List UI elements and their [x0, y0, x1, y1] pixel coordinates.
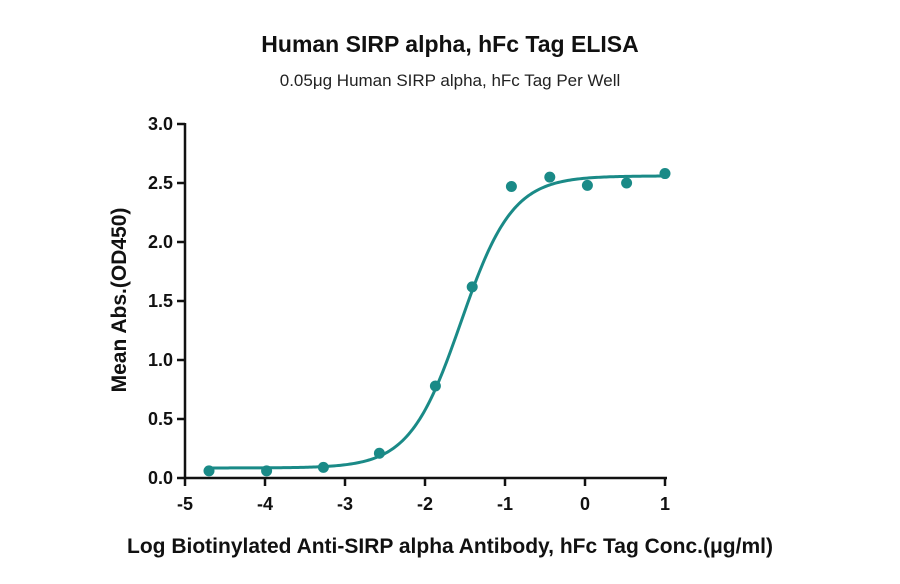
x-tick-label: -3 — [337, 494, 353, 514]
x-tick-label: -2 — [417, 494, 433, 514]
chart-subtitle: 0.05μg Human SIRP alpha, hFc Tag Per Wel… — [280, 71, 621, 90]
data-point — [544, 171, 556, 183]
data-point — [466, 281, 478, 293]
y-tick-label: 1.5 — [148, 291, 173, 311]
data-point — [203, 465, 215, 477]
data-point — [373, 447, 385, 459]
x-axis-label: Log Biotinylated Anti-SIRP alpha Antibod… — [127, 535, 773, 558]
data-point — [505, 181, 517, 193]
y-tick-label: 2.0 — [148, 232, 173, 252]
y-tick-label: 3.0 — [148, 114, 173, 134]
x-tick-label: 0 — [580, 494, 590, 514]
data-points — [203, 168, 671, 477]
y-axis-label: Mean Abs.(OD450) — [108, 208, 131, 393]
data-point — [429, 380, 441, 392]
y-tick-label: 1.0 — [148, 350, 173, 370]
x-tick-label: 1 — [660, 494, 670, 514]
data-point — [317, 461, 329, 473]
chart-title: Human SIRP alpha, hFc Tag ELISA — [261, 31, 638, 57]
y-tick-label: 2.5 — [148, 173, 173, 193]
data-point — [659, 168, 671, 180]
y-ticks: 0.0 0.5 1.0 1.5 2.0 2.5 3.0 — [148, 114, 185, 488]
data-point — [621, 177, 633, 189]
x-tick-label: -1 — [497, 494, 513, 514]
x-tick-label: -5 — [177, 494, 193, 514]
x-ticks: -5 -4 -3 -2 -1 0 1 — [177, 478, 670, 514]
y-tick-label: 0.5 — [148, 409, 173, 429]
y-tick-label: 0.0 — [148, 468, 173, 488]
x-tick-label: -4 — [257, 494, 273, 514]
fit-curve — [209, 174, 665, 470]
data-point — [581, 179, 593, 191]
data-point — [261, 465, 273, 477]
